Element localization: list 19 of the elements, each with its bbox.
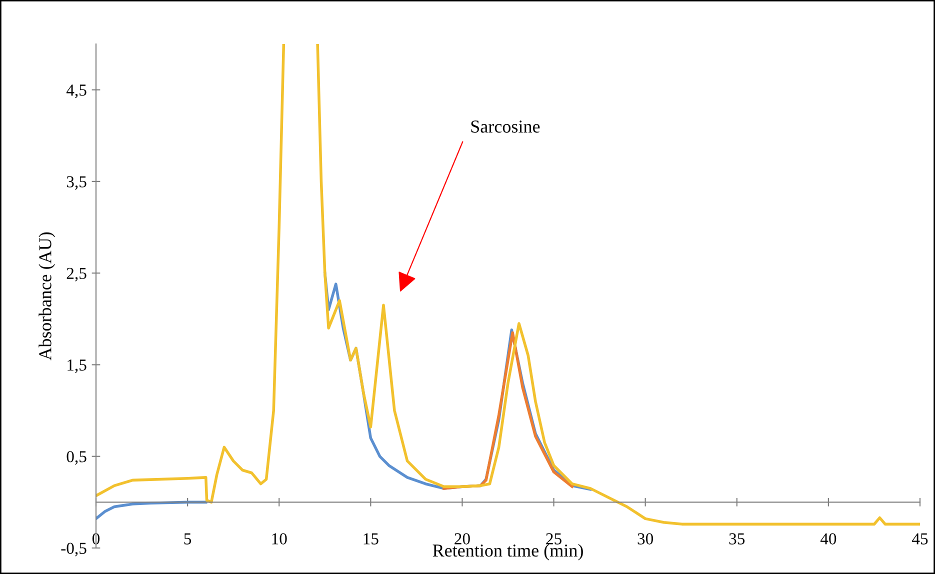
x-tick-label: 40 <box>820 533 836 544</box>
x-tick-label: 35 <box>729 533 745 544</box>
y-tick-label: 0,5 <box>66 451 86 465</box>
x-tick-label: 5 <box>184 533 192 544</box>
y-tick-label: 2,5 <box>66 268 86 282</box>
y-tick-label: 4,5 <box>66 84 86 98</box>
x-tick-label: 10 <box>272 533 287 544</box>
annotation: Sarcosine <box>471 120 540 133</box>
x-tick-label: 45 <box>912 533 928 544</box>
y-axis-title: Absorbance (AU) <box>38 232 56 360</box>
y-tick-label: 1,5 <box>68 360 86 374</box>
x-axis-title: Retention time (min) <box>432 544 583 560</box>
x-tick-label: 25 <box>546 533 562 544</box>
y-tick-label: -0,5 <box>61 542 86 556</box>
y-tick-label: 3,5 <box>66 176 86 190</box>
x-tick-label: 30 <box>638 533 654 544</box>
x-tick-label: 15 <box>364 533 378 544</box>
x-tick-label: 0 <box>92 533 100 544</box>
x-tick-label: 20 <box>454 533 470 544</box>
